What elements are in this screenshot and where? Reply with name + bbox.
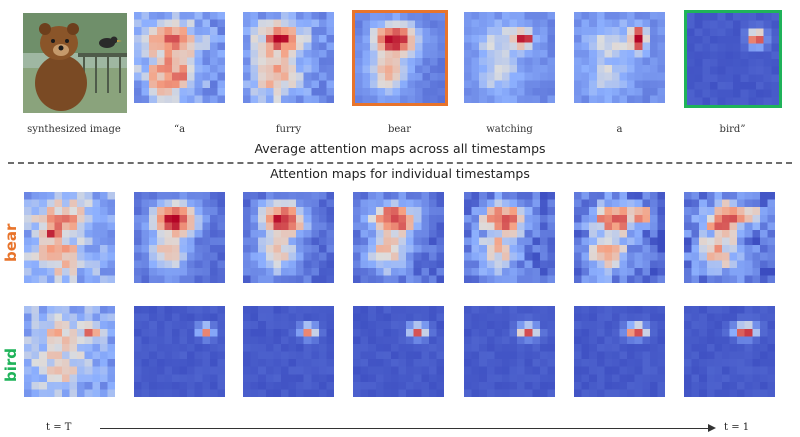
word-label-bear: bear — [387, 124, 412, 135]
bird-map-t5 — [574, 306, 665, 397]
avg-map-bear — [352, 10, 448, 106]
avg-map-watching — [464, 12, 555, 103]
timeline-arrow — [100, 428, 712, 429]
bird-map-t1 — [134, 306, 225, 397]
bird-map-t6 — [684, 306, 775, 397]
bird-map-t2 — [243, 306, 334, 397]
bird-map-avg — [24, 306, 115, 397]
synthesized-image-caption: synthesized image — [27, 124, 121, 135]
word-label-watching: watching — [486, 124, 533, 135]
row-label-bear: bear — [2, 223, 20, 262]
bird-map-t4 — [464, 306, 555, 397]
word-label-bird: bird” — [719, 124, 746, 135]
individual-maps-title: Attention maps for individual timestamps — [270, 166, 530, 181]
word-label-a2: a — [616, 124, 623, 135]
bear-map-t4 — [464, 192, 555, 283]
row-label-bird: bird — [2, 347, 20, 382]
average-maps-title: Average attention maps across all timest… — [254, 141, 546, 156]
timeline-arrowhead-icon — [708, 424, 716, 432]
avg-map-a2 — [574, 12, 665, 103]
avg-map-furry — [243, 12, 334, 103]
bear-map-t1 — [134, 192, 225, 283]
timeline-end-label: t = 1 — [724, 422, 750, 433]
bird-map-t3 — [353, 306, 444, 397]
bear-map-t2 — [243, 192, 334, 283]
bear-map-t6 — [684, 192, 775, 283]
avg-map-a1 — [134, 12, 225, 103]
avg-map-bird — [684, 10, 782, 108]
bear-map-t5 — [574, 192, 665, 283]
section-divider — [8, 162, 792, 164]
synthesized-image — [23, 13, 127, 113]
bear-map-t3 — [353, 192, 444, 283]
timeline-start-label: t = T — [46, 422, 72, 433]
bear-map-avg — [24, 192, 115, 283]
word-label-furry: furry — [275, 124, 302, 135]
word-label-a1: “a — [173, 124, 186, 135]
